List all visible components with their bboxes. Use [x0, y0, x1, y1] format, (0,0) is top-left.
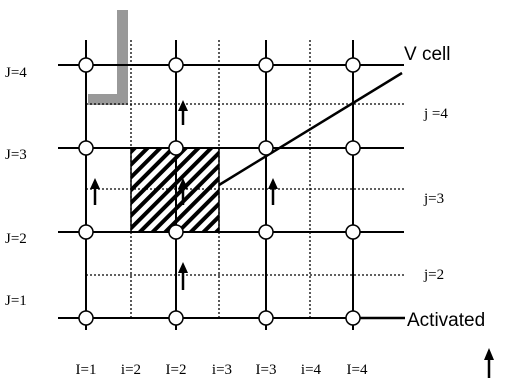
node [258, 310, 274, 326]
node [168, 57, 184, 73]
label-j-2: j=2 [423, 267, 444, 283]
up-arrow-icon [178, 178, 188, 205]
node [168, 224, 184, 240]
node [345, 310, 361, 326]
label-I-2: I=2 [166, 362, 187, 378]
node [78, 224, 94, 240]
node-circles [78, 57, 361, 326]
node [78, 310, 94, 326]
up-arrow-icon [178, 262, 188, 290]
dotted-grid [86, 40, 404, 320]
node [258, 224, 274, 240]
node [345, 140, 361, 156]
label-i-3: i=3 [212, 362, 232, 378]
label-J-2: J=2 [5, 231, 27, 247]
label-I-3: I=3 [256, 362, 277, 378]
up-arrow-icon [90, 178, 100, 205]
label-I-4: I=4 [347, 362, 368, 378]
label-i-2: i=2 [121, 362, 141, 378]
node [345, 224, 361, 240]
up-arrow-icon [268, 178, 278, 205]
label-j-4: j =4 [423, 106, 448, 122]
label-i-4: i=4 [301, 362, 322, 378]
legend-up-arrow-icon [484, 348, 494, 378]
label-J-3: J=3 [5, 147, 27, 163]
activated-label: Activated [407, 310, 485, 331]
node [78, 140, 94, 156]
solid-grid [58, 40, 404, 330]
node [168, 140, 184, 156]
label-J-1: J=1 [5, 293, 27, 309]
v-cell-pointer [218, 71, 403, 187]
label-I-1: I=1 [76, 362, 97, 378]
node [78, 57, 94, 73]
activated-arrows [90, 100, 494, 378]
v-cell-label: V cell [404, 44, 450, 65]
node [345, 57, 361, 73]
node [258, 57, 274, 73]
label-j-3: j=3 [423, 191, 444, 207]
label-J-4: J=4 [5, 65, 27, 81]
up-arrow-icon [178, 100, 188, 125]
node [168, 310, 184, 326]
boundary-wall [88, 10, 128, 105]
node [258, 140, 274, 156]
